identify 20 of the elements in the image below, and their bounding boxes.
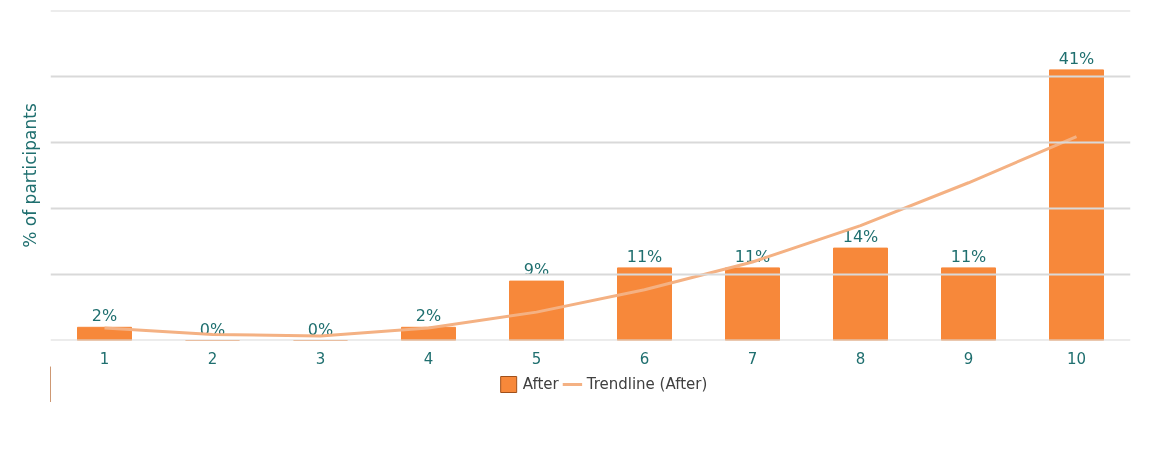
x-tick-label: 2 <box>207 349 218 368</box>
y-axis-title: % of participants <box>19 103 40 248</box>
x-tick-label: 7 <box>747 349 758 368</box>
data-label: 14% <box>842 227 879 247</box>
data-label: 11% <box>950 246 987 266</box>
x-tick-label: 9 <box>963 349 974 368</box>
x-tick-label: 3 <box>315 349 326 368</box>
x-tick-label: 4 <box>423 349 434 368</box>
data-label: 2% <box>91 306 118 326</box>
legend-label: After <box>522 375 559 393</box>
x-tick-label: 1 <box>99 349 110 368</box>
x-tick-label: 5 <box>531 349 542 368</box>
data-label: 11% <box>626 246 663 266</box>
x-tick-label: 6 <box>639 349 650 368</box>
data-label: 0% <box>307 319 334 339</box>
data-label: 41% <box>1058 48 1095 68</box>
x-tick-label: 10 <box>1066 349 1087 368</box>
data-label: 2% <box>415 306 442 326</box>
x-tick-label: 8 <box>855 349 866 368</box>
legend-label: Trendline (After) <box>586 375 708 393</box>
